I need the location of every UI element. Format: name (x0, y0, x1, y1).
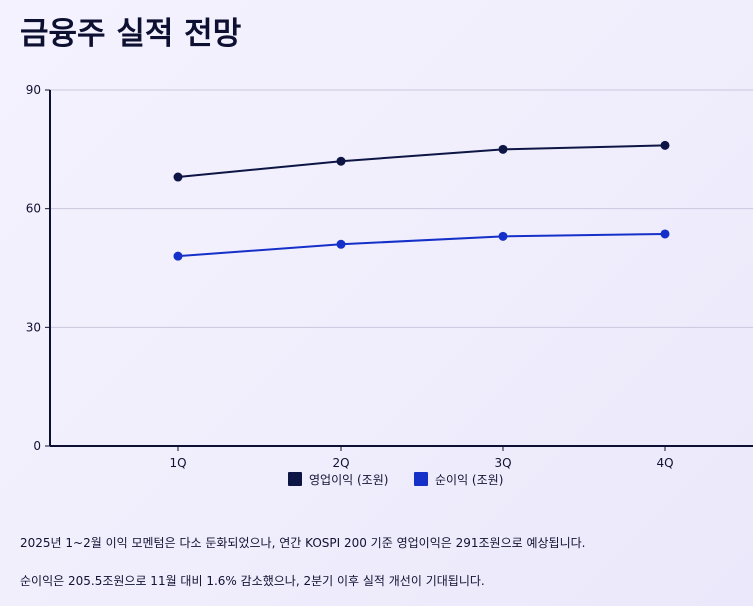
series-line-1 (177, 144, 666, 179)
x-tick-label: 4Q (656, 456, 673, 470)
data-point-series-2 (336, 239, 346, 249)
line-chart: 0 30 60 90 1Q 2Q 3Q 4Q 영업이익 (조원) 순이익 (조원) (26, 83, 753, 487)
y-tick-label: 90 (26, 83, 41, 97)
data-point-series-1 (336, 156, 346, 166)
commentary-line-1: 2025년 1~2월 이익 모멘텀은 다소 둔화되었으나, 연간 KOSPI 2… (20, 536, 586, 550)
legend-label: 영업이익 (조원) (309, 473, 388, 487)
y-tick-label: 60 (26, 202, 41, 216)
page-title: 금융주 실적 전망 (20, 16, 242, 52)
data-point-series-1 (173, 172, 183, 182)
series-line-2 (177, 232, 666, 258)
y-tick-label: 0 (33, 439, 41, 453)
legend-label: 순이익 (조원) (435, 473, 503, 487)
commentary-line-2: 순이익은 205.5조원으로 11월 대비 1.6% 감소했으나, 2분기 이후… (20, 574, 485, 588)
y-tick-label: 30 (26, 320, 41, 334)
data-point-series-2 (173, 251, 183, 261)
data-point-series-1 (498, 144, 508, 154)
legend: 영업이익 (조원) 순이익 (조원) (288, 472, 503, 487)
x-tick-label: 3Q (494, 456, 511, 470)
x-tick-label: 1Q (169, 456, 186, 470)
legend-swatch (288, 472, 302, 486)
data-point-series-1 (660, 140, 670, 150)
series-lines (173, 140, 670, 261)
gridlines (50, 89, 753, 328)
axes: 0 30 60 90 1Q 2Q 3Q 4Q (26, 83, 753, 470)
data-point-series-2 (660, 229, 670, 239)
data-point-series-2 (498, 231, 508, 241)
x-tick-label: 2Q (332, 456, 349, 470)
legend-swatch (414, 472, 428, 486)
